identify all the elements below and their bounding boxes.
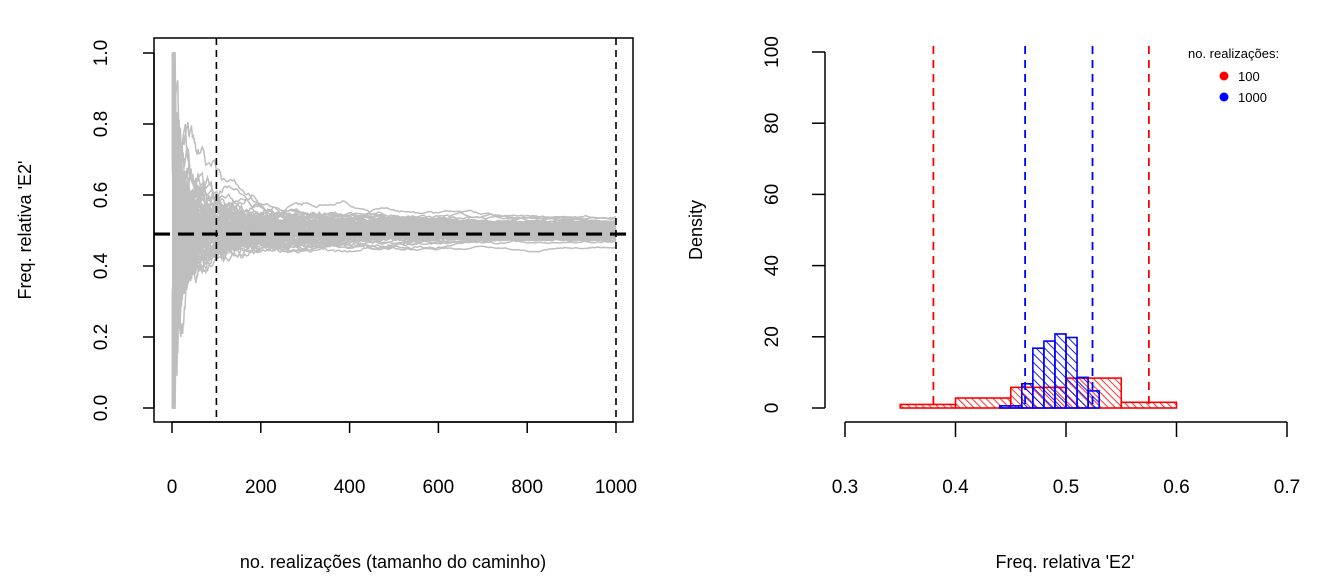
right-x-tick-label: 0.4 — [942, 477, 969, 498]
random-path — [171, 52, 617, 307]
random-path — [171, 131, 617, 409]
right-x-axis: 0.3 0.4 0.5 0.6 0.7 — [832, 421, 1300, 498]
right-y-tick-label: 80 — [762, 113, 783, 134]
random-path — [172, 52, 616, 238]
histogram-bars — [899, 333, 1178, 409]
left-x-axis: 0 200 400 600 800 1000 — [167, 421, 637, 498]
random-path — [171, 208, 617, 409]
right-y-tick-label: 40 — [762, 255, 783, 276]
legend-marker-100 — [1219, 71, 1229, 81]
left-y-tick-label: 0.8 — [91, 111, 112, 137]
right-y-tick-label: 0 — [762, 403, 783, 414]
left-x-tick-label: 0 — [167, 477, 178, 498]
legend-label-1000: 1000 — [1238, 90, 1267, 105]
left-y-axis: 0.0 0.2 0.4 0.6 0.8 1.0 — [91, 40, 155, 421]
right-x-tick-label: 0.3 — [832, 477, 858, 498]
interval-lines — [932, 46, 1150, 408]
left-y-tick-label: 1.0 — [91, 40, 112, 66]
right-x-axis-label: Freq. relativa 'E2' — [996, 552, 1135, 572]
histogram-bar-1000 — [1076, 376, 1089, 409]
legend-label-100: 100 — [1238, 69, 1260, 84]
right-panel: 0.3 0.4 0.5 0.6 0.7 0 20 40 60 80 100 Freq. relat… — [686, 36, 1300, 572]
right-y-tick-label: 60 — [762, 184, 783, 205]
left-x-axis-label: no. realizações (tamanho do caminho) — [240, 552, 546, 572]
left-overlays — [154, 38, 633, 422]
random-path — [171, 52, 616, 338]
random-path — [171, 162, 617, 409]
left-x-tick-label: 200 — [245, 477, 277, 498]
left-panel: 0 200 400 600 800 1000 0.0 0.2 0.4 0.6 0.8 1.0 no.… — [15, 37, 637, 572]
random-path — [171, 119, 617, 409]
left-x-tick-label: 1000 — [595, 477, 637, 498]
right-x-tick-label: 0.6 — [1163, 477, 1189, 498]
random-path — [171, 52, 617, 302]
random-path — [172, 52, 616, 225]
left-x-tick-label: 800 — [511, 477, 543, 498]
left-y-tick-label: 0.6 — [91, 182, 112, 208]
histogram-bar-1000 — [998, 405, 1023, 409]
random-path — [172, 162, 617, 409]
right-x-tick-label: 0.7 — [1274, 477, 1300, 498]
legend-marker-1000 — [1219, 92, 1229, 102]
histogram-bar-1000 — [1032, 347, 1045, 409]
left-x-tick-label: 400 — [334, 477, 366, 498]
right-x-tick-label: 0.5 — [1053, 477, 1079, 498]
random-path — [171, 131, 617, 409]
histogram-bar-1000 — [1065, 336, 1078, 409]
right-y-axis: 0 20 40 60 80 100 — [762, 36, 826, 414]
histogram-bar-100 — [899, 403, 957, 409]
random-path — [171, 141, 617, 409]
right-y-tick-label: 20 — [762, 326, 783, 347]
right-y-axis-label: Density — [686, 200, 706, 260]
left-y-tick-label: 0.2 — [91, 324, 112, 350]
legend-entries: 100 1000 — [1219, 69, 1267, 105]
left-y-axis-label: Freq. relativa 'E2' — [15, 161, 35, 300]
random-path — [171, 52, 617, 338]
histogram-bar-1000 — [1020, 382, 1034, 409]
random-path — [172, 52, 617, 302]
left-random-paths — [171, 52, 617, 409]
left-x-tick-label: 600 — [423, 477, 455, 498]
histogram-bar-1000 — [1054, 333, 1067, 409]
legend: no. realizações: 100 1000 — [1188, 46, 1279, 105]
histogram-bar-1000 — [1087, 390, 1100, 409]
random-path — [172, 219, 617, 409]
legend-title: no. realizações: — [1188, 46, 1279, 61]
right-y-tick-label: 100 — [762, 36, 783, 68]
random-path — [172, 238, 616, 409]
left-y-tick-label: 0.4 — [91, 252, 112, 279]
histogram-bar-1000 — [1043, 340, 1056, 409]
random-path — [172, 236, 617, 409]
left-y-tick-label: 0.0 — [91, 395, 112, 421]
